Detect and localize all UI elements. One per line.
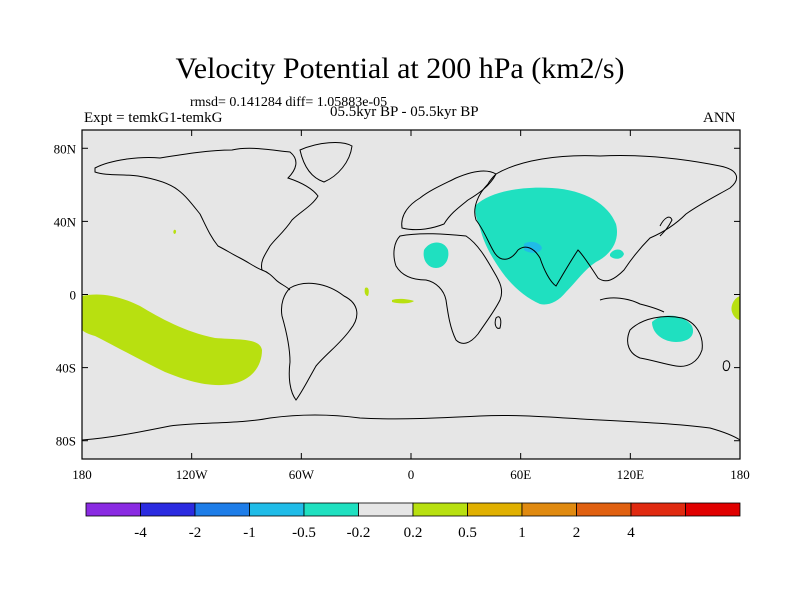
colorbar-label: 1 bbox=[518, 525, 526, 541]
colorbar-label: -0.5 bbox=[292, 525, 316, 541]
longitude-axis: 180 120W 60W 0 60E 120E 180 bbox=[72, 130, 750, 482]
colorbar-label: -0.2 bbox=[347, 525, 371, 541]
anomaly-region-africa bbox=[423, 242, 449, 268]
coastline-asia bbox=[474, 154, 738, 287]
stats-subtitle: rmsd= 0.141284 diff= 1.05883e-05 bbox=[190, 95, 388, 110]
chart-title: Velocity Potential at 200 hPa (km2/s) bbox=[175, 52, 625, 85]
coastline-north-america bbox=[94, 147, 319, 271]
lon-tick-label: 120E bbox=[617, 467, 645, 482]
lat-tick-label: 40S bbox=[56, 361, 76, 376]
colorbar-label: 2 bbox=[573, 525, 581, 541]
coastlines bbox=[82, 142, 740, 441]
anomaly-region-asia-core bbox=[524, 241, 542, 253]
anomaly-region-australia bbox=[652, 315, 694, 342]
anomaly-region-se-asia bbox=[610, 249, 624, 259]
colorbar-label: 4 bbox=[627, 525, 635, 541]
colorbar-label: -4 bbox=[134, 525, 147, 541]
latitude-axis: 80N 40N 0 40S 80S bbox=[54, 141, 740, 449]
anomaly-region-atlantic-small bbox=[364, 287, 369, 296]
season-label: ANN bbox=[703, 110, 736, 126]
anomaly-region-pacific-small bbox=[173, 229, 177, 234]
colorbar-label: -2 bbox=[189, 525, 202, 541]
coastline-new-zealand bbox=[722, 360, 731, 371]
colorbar-swatch bbox=[630, 502, 686, 517]
period-label: 05.5kyr BP - 05.5kyr BP bbox=[330, 104, 479, 120]
colorbar-swatch bbox=[521, 502, 577, 517]
colorbar-swatch bbox=[303, 502, 359, 517]
coastline-greenland bbox=[299, 142, 353, 183]
coastline-australia bbox=[627, 316, 703, 367]
coastline-central-america bbox=[261, 269, 291, 291]
anomaly-region-atlantic bbox=[392, 298, 414, 304]
colorbar-label: 0.5 bbox=[458, 525, 477, 541]
colorbar-swatch bbox=[358, 502, 414, 517]
colorbar-label: 0.2 bbox=[404, 525, 423, 541]
anomaly-region-pacific bbox=[82, 294, 262, 386]
anomaly-region-asia bbox=[475, 187, 618, 305]
lon-tick-label: 180 bbox=[72, 467, 92, 482]
coastline-japan bbox=[659, 216, 673, 237]
lon-tick-label: 180 bbox=[730, 467, 750, 482]
colorbar-swatch bbox=[467, 502, 523, 517]
lat-tick-label: 80S bbox=[56, 434, 76, 449]
colorbar-swatch bbox=[249, 502, 305, 517]
lat-tick-label: 0 bbox=[70, 288, 77, 303]
experiment-label: Expt = temkG1-temkG bbox=[84, 110, 223, 126]
coastline-south-america bbox=[281, 282, 358, 401]
colorbar-swatch bbox=[685, 502, 741, 517]
colorbar-label: -1 bbox=[243, 525, 256, 541]
coastline-indonesia bbox=[599, 297, 665, 313]
anomaly-fill-layer bbox=[82, 142, 740, 441]
lat-tick-label: 40N bbox=[54, 214, 77, 229]
lon-tick-label: 0 bbox=[408, 467, 415, 482]
coastline-madagascar bbox=[494, 316, 502, 329]
colorbar-swatch bbox=[140, 502, 196, 517]
colorbar-swatch bbox=[194, 502, 250, 517]
map-background bbox=[82, 130, 740, 459]
colorbar: -4 -2 -1 -0.5 -0.2 0.2 0.5 1 2 4 bbox=[85, 502, 741, 541]
colorbar-swatch bbox=[576, 502, 632, 517]
lon-tick-label: 60W bbox=[289, 467, 315, 482]
colorbar-swatch bbox=[412, 502, 468, 517]
lon-tick-label: 120W bbox=[176, 467, 209, 482]
lat-tick-label: 80N bbox=[54, 141, 77, 156]
coastline-antarctica bbox=[82, 414, 740, 441]
lon-tick-label: 60E bbox=[510, 467, 531, 482]
anomaly-region-dateline bbox=[731, 296, 740, 320]
coastline-africa bbox=[393, 233, 503, 344]
colorbar-swatch bbox=[85, 502, 141, 517]
